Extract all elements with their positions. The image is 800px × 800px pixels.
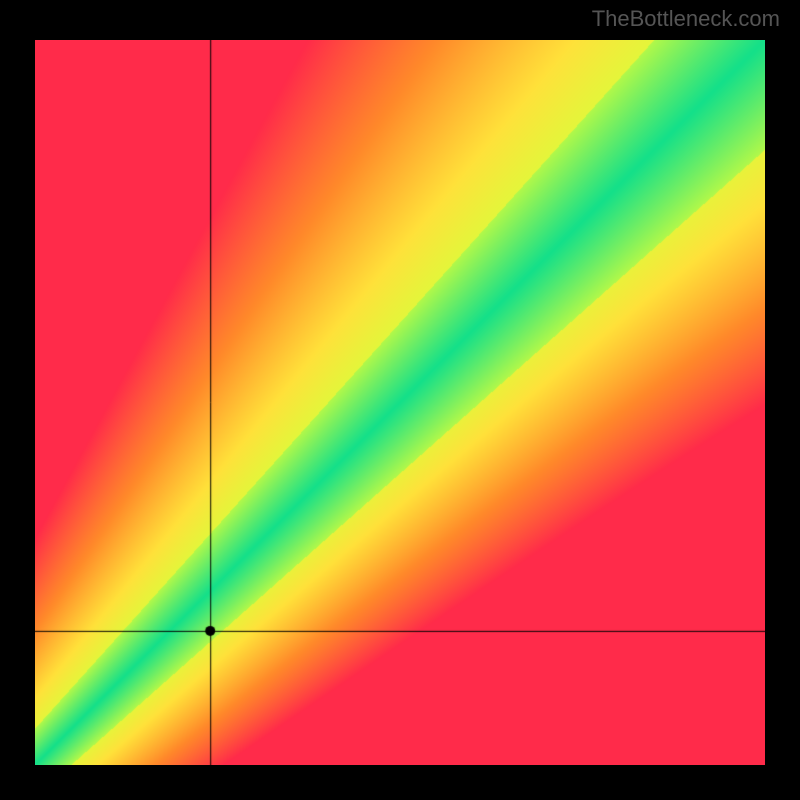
plot-area	[35, 40, 765, 765]
watermark-text: TheBottleneck.com	[592, 6, 780, 32]
heatmap-canvas	[35, 40, 765, 765]
chart-container: TheBottleneck.com	[0, 0, 800, 800]
